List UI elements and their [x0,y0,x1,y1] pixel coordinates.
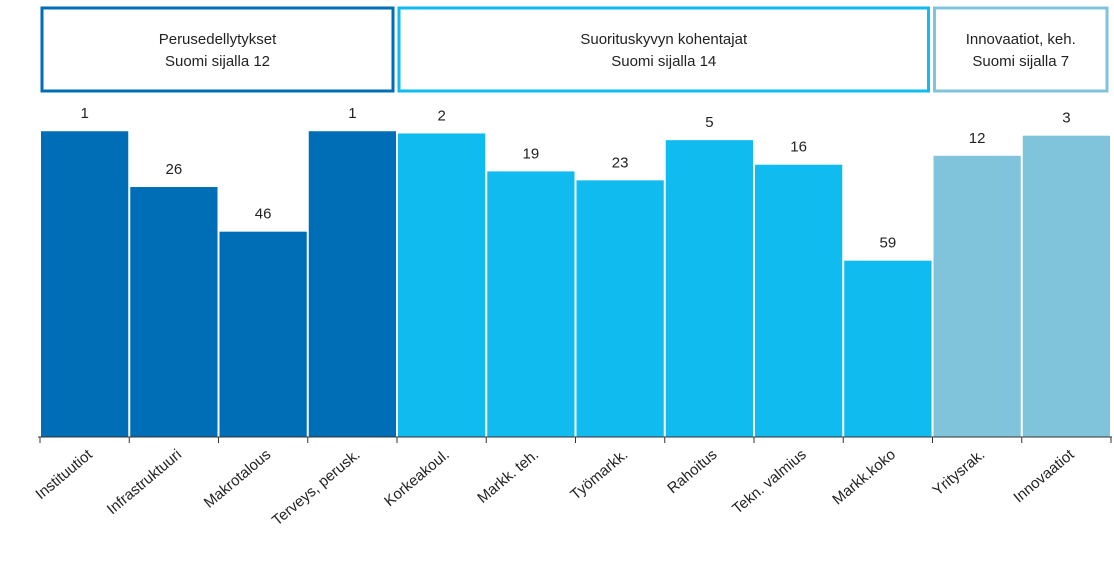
x-tick-label: Infrastruktuuri [104,446,185,518]
x-tick-label: Rahoitus [664,446,720,497]
x-tick-label: Markk.koko [829,446,899,508]
group-box [397,6,930,93]
bar [844,260,932,437]
group-subtitle: Suomi sijalla 12 [165,53,270,70]
x-tick-label: Työmarkk. [567,446,631,503]
group-subtitle: Suomi sijalla 14 [611,53,716,70]
bar [576,180,664,438]
value-label: 46 [255,206,272,223]
bar [219,231,307,437]
bar [1022,135,1110,437]
value-label: 5 [705,114,713,131]
value-label: 19 [523,145,540,162]
group-subtitle: Suomi sijalla 7 [972,53,1069,70]
value-label: 26 [166,161,183,178]
x-tick-label: Yritysrak. [929,446,988,499]
group-box [40,6,395,93]
bar [308,131,396,438]
bar [41,131,129,438]
x-tick-label: Markk. teh. [474,446,542,507]
bar [755,164,843,437]
value-label: 1 [348,105,356,122]
value-label: 2 [437,107,445,124]
group-box [933,6,1109,93]
value-label: 12 [969,130,986,147]
x-tick-label: Makrotalous [201,446,275,512]
value-label: 3 [1062,110,1070,127]
value-label: 59 [880,235,897,252]
x-tick-label: Terveys, perusk. [269,446,364,529]
bar [130,187,218,437]
bar [398,133,486,437]
x-tick-label: Innovaatiot [1010,446,1078,507]
group-title: Suorituskyvyn kohentajat [580,31,748,48]
bar [665,140,753,437]
value-label: 23 [612,154,629,171]
group-title: Perusedellytykset [159,31,277,48]
bar [933,155,1021,438]
x-tick-label: Korkeakoul. [381,446,453,510]
group-title: Innovaatiot, keh. [966,31,1076,48]
x-tick-label: Tekn. valmius [729,446,810,517]
x-tick-label: Instituutiot [32,446,96,504]
bar [487,171,575,437]
value-label: 1 [80,105,88,122]
value-label: 16 [790,139,807,156]
